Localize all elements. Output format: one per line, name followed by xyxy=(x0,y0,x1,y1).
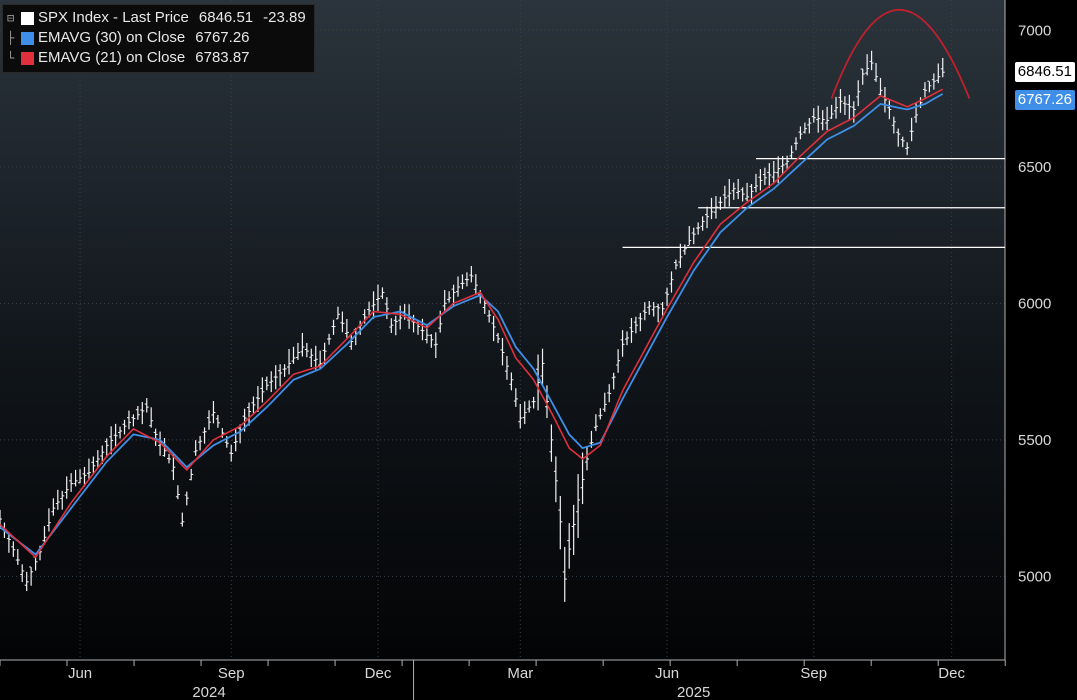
legend-value-ema21: 6783.87 xyxy=(195,49,250,66)
tree-branch-icon: ├ xyxy=(7,31,15,45)
y-tick-label: 6000 xyxy=(1018,295,1051,312)
ema21-line xyxy=(0,88,944,559)
x-month-label: Jun xyxy=(68,665,92,682)
tree-end-icon: └ xyxy=(7,51,15,65)
x-month-label: Jun xyxy=(655,665,679,682)
legend-row-ema30[interactable]: ├ EMAVG (30) on Close 6767.26 xyxy=(7,28,306,48)
legend-label-ema21: EMAVG (21) on Close xyxy=(38,49,186,66)
ema30-line xyxy=(0,93,944,556)
x-month-label: Sep xyxy=(800,665,827,682)
y-tick-label: 7000 xyxy=(1018,22,1051,39)
x-month-label: Sep xyxy=(218,665,245,682)
y-tick-label: 5000 xyxy=(1018,568,1051,585)
x-month-label: Mar xyxy=(507,665,533,682)
legend-value-ema30: 6767.26 xyxy=(195,29,250,46)
legend-change-price: -23.89 xyxy=(263,9,306,26)
x-year-label: 2025 xyxy=(677,684,710,700)
legend-value-price: 6846.51 xyxy=(198,9,254,26)
legend-row-ema21[interactable]: └ EMAVG (21) on Close 6783.87 xyxy=(7,48,306,68)
y-tick-label: 6500 xyxy=(1018,159,1051,176)
legend-label-ema30: EMAVG (30) on Close xyxy=(38,29,186,46)
legend-row-price[interactable]: ⊟ SPX Index - Last Price 6846.51 -23.89 xyxy=(7,8,306,28)
dome-arc xyxy=(830,8,971,99)
x-month-label: Dec xyxy=(938,665,965,682)
y-tick-label: 5500 xyxy=(1018,432,1051,449)
legend-swatch-price xyxy=(21,11,34,25)
legend-swatch-ema21 xyxy=(21,51,34,65)
last-price-tag: 6846.51 xyxy=(1014,62,1075,83)
legend-label-price: SPX Index - Last Price xyxy=(38,9,189,26)
x-year-label: 2024 xyxy=(192,684,225,700)
ema30-price-tag: 6767.26 xyxy=(1014,89,1075,110)
x-month-label: Dec xyxy=(365,665,392,682)
legend-swatch-ema30 xyxy=(21,31,34,45)
legend: ⊟ SPX Index - Last Price 6846.51 -23.89 … xyxy=(2,4,315,73)
collapse-icon[interactable]: ⊟ xyxy=(7,11,15,25)
